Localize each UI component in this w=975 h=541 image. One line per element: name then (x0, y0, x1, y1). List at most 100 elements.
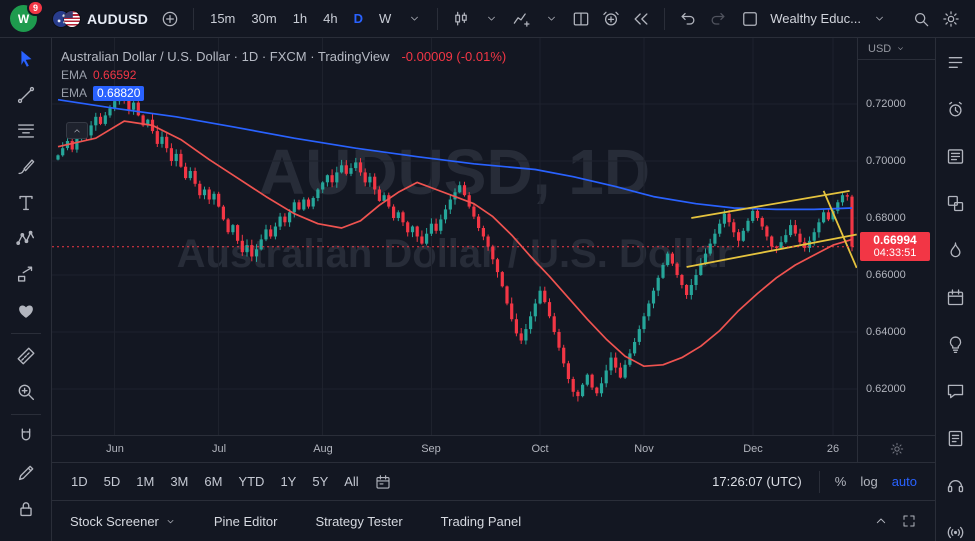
news-panel-button[interactable] (942, 145, 970, 167)
wedge-lower-trendline (686, 233, 857, 268)
interval-D-button[interactable]: D (347, 5, 370, 33)
range-1M-button[interactable]: 1M (129, 470, 161, 493)
undo-button[interactable] (674, 5, 702, 33)
price-axis[interactable]: USD 0.72000 0.70000 0.68000 0.66000 0.64000 0… (857, 38, 935, 435)
trend-line-tool-button[interactable] (8, 83, 44, 107)
chat-panel-button[interactable] (942, 380, 970, 402)
object-tree-panel-button[interactable] (942, 427, 970, 449)
collapse-panel-button[interactable] (873, 513, 889, 529)
tab-label: Strategy Tester (315, 513, 403, 529)
select-layout-button[interactable] (736, 5, 764, 33)
text-icon (15, 192, 37, 214)
legend-symbol-line[interactable]: Australian Dollar / U.S. Dollar · 1D · F… (61, 49, 390, 64)
interval-more-chevron-icon[interactable] (400, 5, 428, 33)
cursor-tool-button[interactable] (8, 47, 44, 71)
range-All-button[interactable]: All (337, 470, 365, 493)
time-axis[interactable]: Jun Jul Aug Sep Oct Nov Dec 26 (52, 435, 857, 462)
range-1Y-button[interactable]: 1Y (273, 470, 303, 493)
go-to-date-button[interactable] (374, 473, 392, 491)
brush-tool-button[interactable] (8, 155, 44, 179)
interval-1h-button[interactable]: 1h (286, 5, 314, 33)
measure-tool-button[interactable] (8, 344, 44, 368)
hotlists-panel-button[interactable] (942, 239, 970, 261)
scale-log-button[interactable]: log (854, 470, 883, 493)
indicators-button-chevron-icon[interactable] (537, 5, 565, 33)
scale-auto-button[interactable]: auto (886, 470, 923, 493)
price-axis-label: 0.70000 (866, 155, 906, 167)
alert-button[interactable] (597, 5, 625, 33)
toolbar-divider (10, 333, 41, 334)
chart-legend: Australian Dollar / U.S. Dollar · 1D · F… (61, 47, 506, 102)
maximize-panel-button[interactable] (901, 513, 917, 529)
tab-pine-editor[interactable]: Pine Editor (214, 514, 278, 529)
object-tree-icon (945, 428, 966, 449)
indicators-button[interactable] (507, 5, 535, 33)
drawing-edit-tool-button[interactable] (8, 461, 44, 485)
indicator-row-ema-1[interactable]: EMA 0.68820 (61, 84, 506, 102)
broadcast-panel-button[interactable] (942, 521, 970, 541)
alerts-icon (945, 99, 966, 120)
indicator-row-ema-0[interactable]: EMA 0.66592 (61, 66, 506, 84)
tab-trading-panel[interactable]: Trading Panel (441, 514, 521, 529)
watchlist-panel-button[interactable] (942, 51, 970, 73)
search-button[interactable] (907, 5, 935, 33)
chart-area: AUDUSD, 1D Australian Dollar / U.S. Doll… (52, 38, 935, 462)
settings-button[interactable] (937, 5, 965, 33)
price-axis-unit[interactable]: USD (858, 38, 935, 60)
candlestick-chart[interactable] (52, 38, 857, 435)
range-5D-button[interactable]: 5D (97, 470, 128, 493)
interval-15m-button[interactable]: 15m (203, 5, 242, 33)
legend-expand-button[interactable] (66, 122, 88, 139)
symbol-button[interactable]: AUDUSD (47, 9, 154, 29)
interval-30m-button[interactable]: 30m (244, 5, 283, 33)
interval-4h-button[interactable]: 4h (316, 5, 344, 33)
layout-chevron-icon[interactable] (865, 5, 893, 33)
scale-%-button[interactable]: % (829, 470, 853, 493)
time-axis-label: Dec (743, 443, 763, 455)
zoom-tool-button[interactable] (8, 380, 44, 404)
emoji-tool-button[interactable] (8, 299, 44, 323)
compare-add-symbol-button[interactable] (156, 5, 184, 33)
chart-type-button[interactable] (447, 5, 475, 33)
redo-button[interactable] (704, 5, 732, 33)
usa-flag-icon (64, 10, 80, 27)
utc-clock[interactable]: 17:26:07 (UTC) (712, 474, 802, 489)
ideas-panel-button[interactable] (942, 333, 970, 355)
range-YTD-button[interactable]: YTD (231, 470, 271, 493)
price-axis-label: 0.72000 (866, 98, 906, 110)
depth-panel-button[interactable] (942, 192, 970, 214)
drawing-toolbar (0, 38, 52, 541)
range-1D-button[interactable]: 1D (64, 470, 95, 493)
tab-stock-screener[interactable]: Stock Screener (70, 514, 176, 529)
chart-type-button-chevron-icon[interactable] (477, 5, 505, 33)
fib-retracement-tool-button[interactable] (8, 119, 44, 143)
forecast-tool-button[interactable] (8, 263, 44, 287)
alerts-panel-button[interactable] (942, 98, 970, 120)
calendar-panel-button[interactable] (942, 286, 970, 308)
range-3M-button[interactable]: 3M (163, 470, 195, 493)
indicator-label: EMA (61, 68, 88, 82)
range-6M-button[interactable]: 6M (197, 470, 229, 493)
range-5Y-button[interactable]: 5Y (305, 470, 335, 493)
layout-grid-button[interactable] (567, 5, 595, 33)
lock-tool-button[interactable] (8, 497, 44, 521)
interval-W-button[interactable]: W (372, 5, 398, 33)
text-tool-button[interactable] (8, 191, 44, 215)
time-axis-label: Aug (313, 443, 333, 455)
pattern-tool-button[interactable] (8, 227, 44, 251)
interval-group: 15m 30m 1h 4h D W (203, 5, 398, 33)
help-panel-button[interactable] (942, 474, 970, 496)
tab-strategy-tester[interactable]: Strategy Tester (315, 514, 402, 529)
user-avatar[interactable]: W 9 (10, 0, 44, 32)
measure-icon (15, 345, 37, 367)
chart-settings-button[interactable] (889, 441, 905, 457)
ema-fast-line (57, 120, 853, 368)
depth-icon (945, 193, 966, 214)
layout-name[interactable]: Wealthy Educ... (770, 11, 861, 26)
toolbar-divider (437, 7, 439, 30)
bar-replay-button[interactable] (627, 5, 655, 33)
magnet-tool-button[interactable] (8, 425, 44, 449)
trend-line-icon (15, 84, 37, 106)
price-axis-label: 0.64000 (866, 326, 906, 338)
